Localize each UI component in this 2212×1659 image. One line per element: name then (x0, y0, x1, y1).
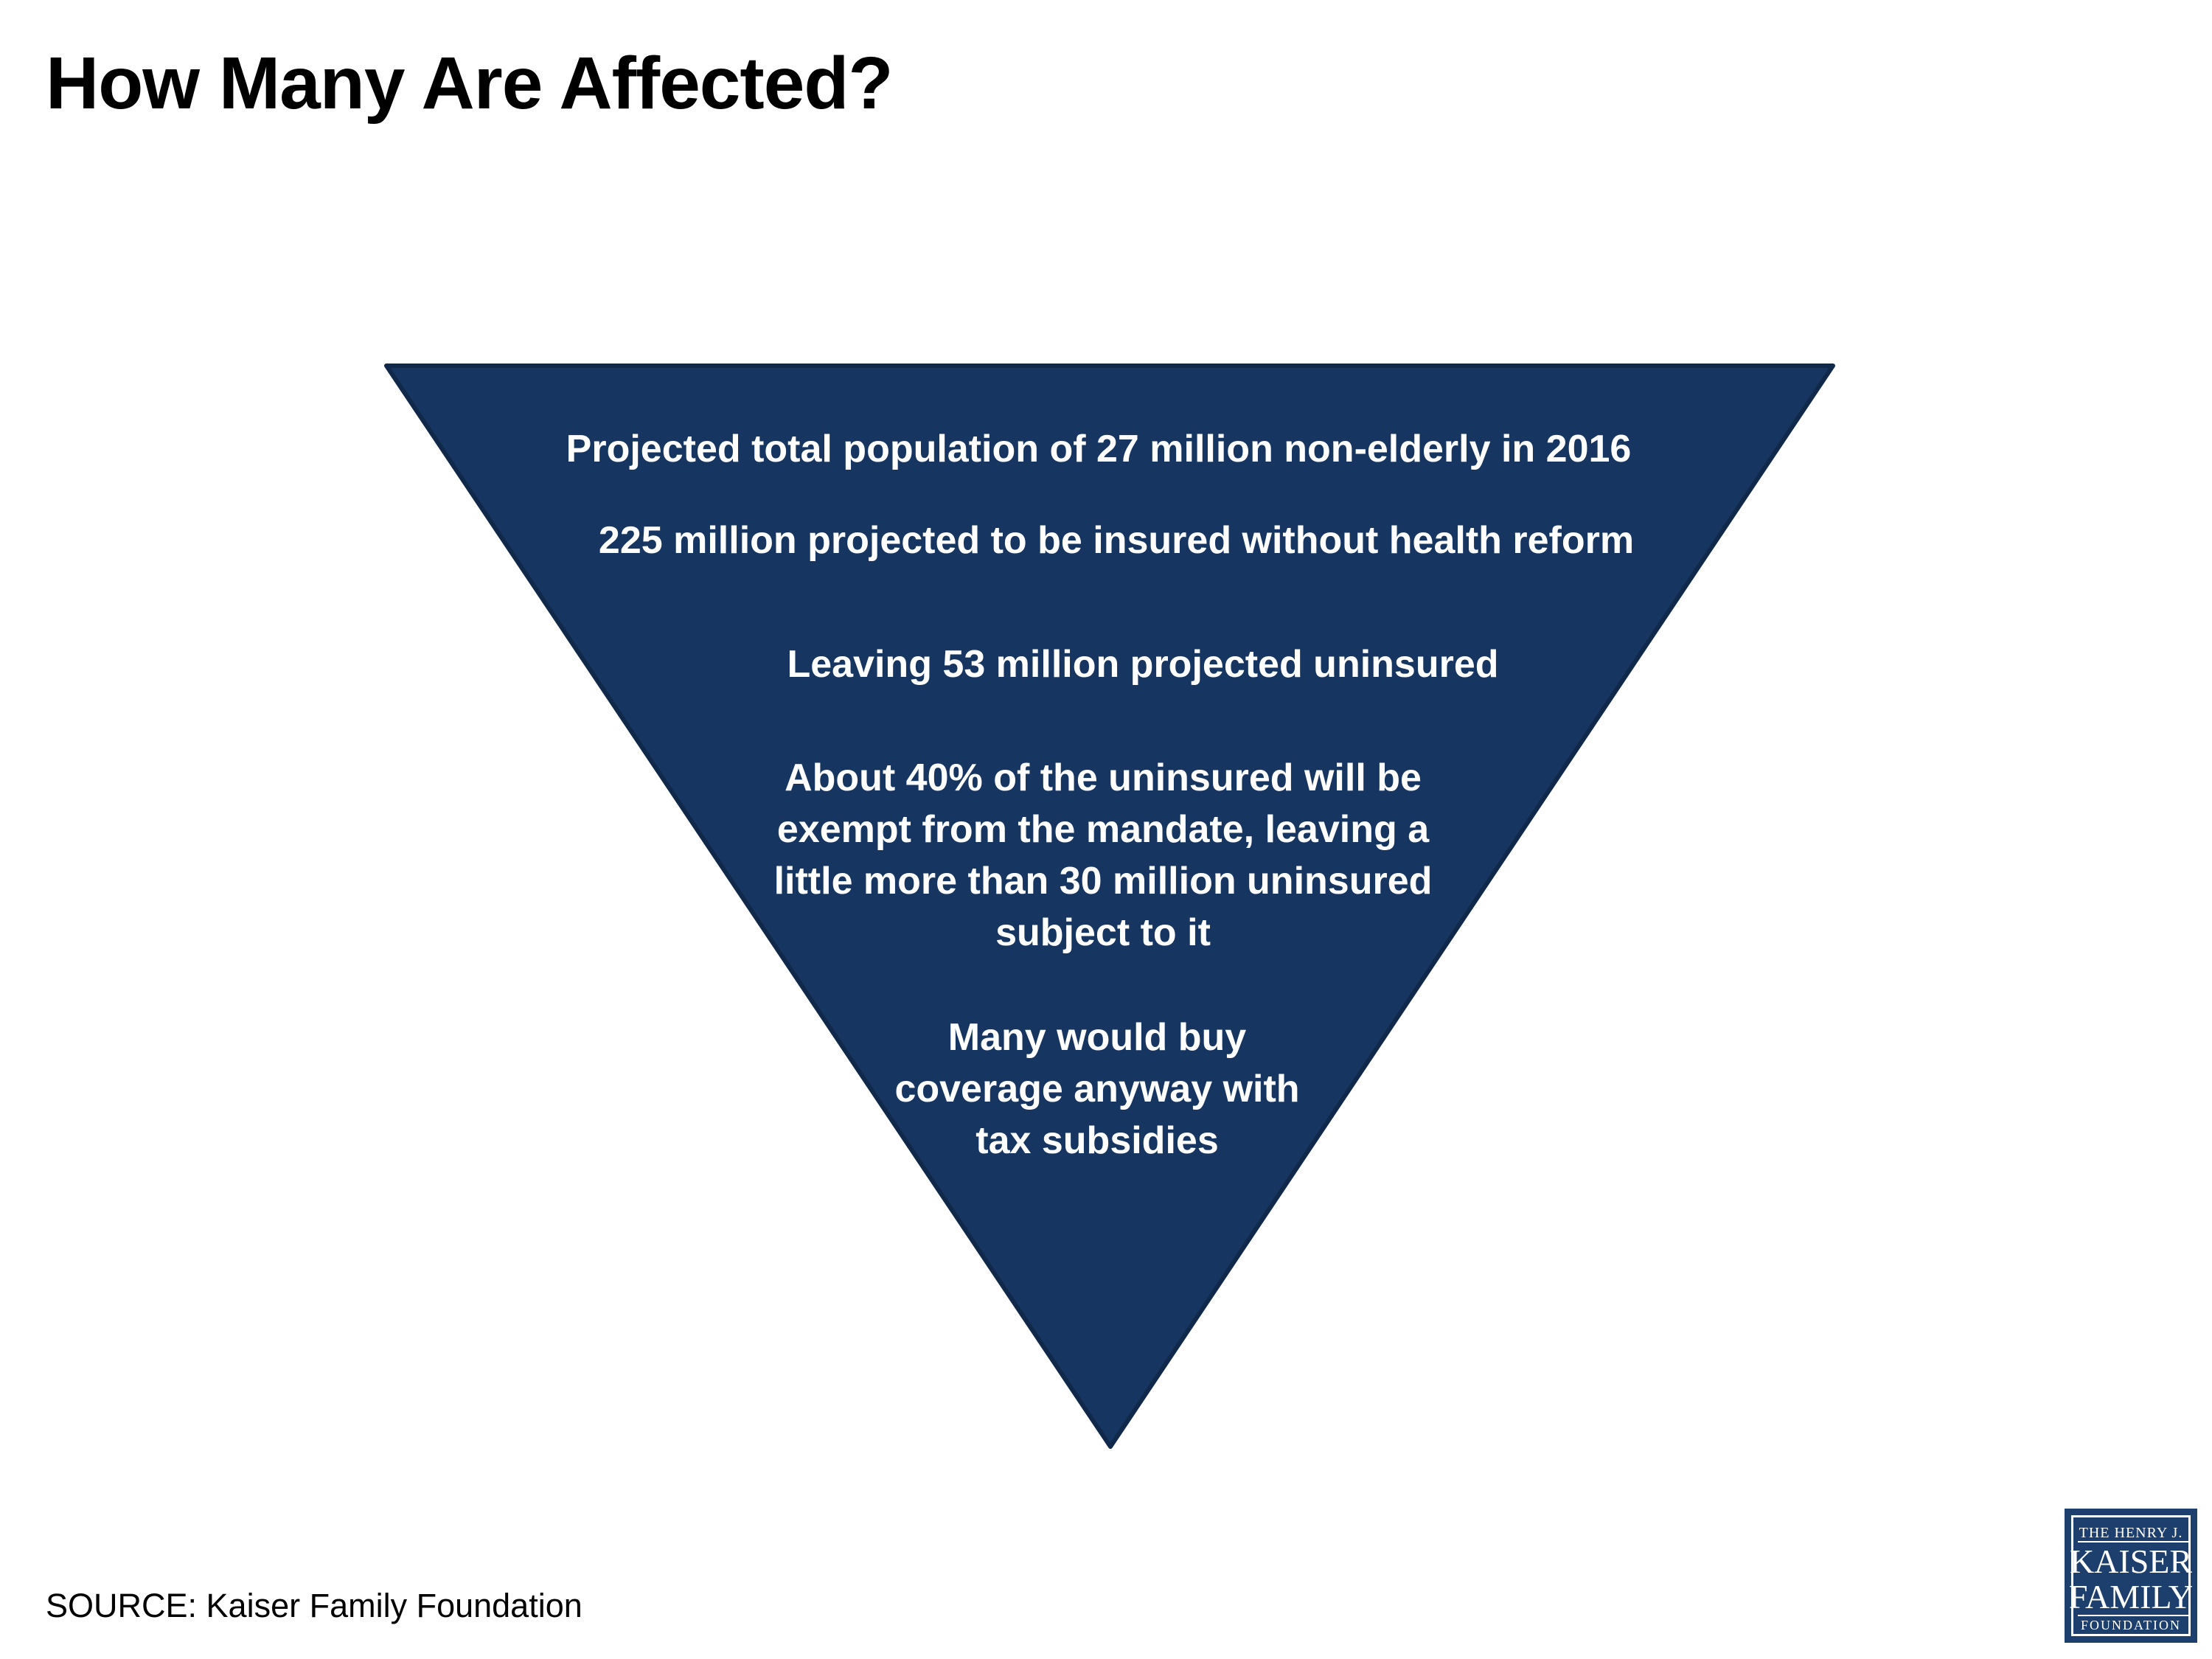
funnel-level-2-text: 225 million projected to be insured with… (598, 519, 1635, 562)
funnel-triangle (384, 364, 1835, 1449)
logo-divider (2078, 1615, 2190, 1616)
funnel-level-4-line: little more than 30 million uninsured (773, 860, 1433, 902)
kaiser-family-foundation-logo: THE HENRY J. KAISER FAMILY FOUNDATION (2065, 1509, 2197, 1643)
funnel-level-3-text: Leaving 53 million projected uninsured (787, 643, 1499, 686)
logo-line: FAMILY (2068, 1578, 2194, 1615)
logo-line: THE HENRY J. (2079, 1525, 2183, 1541)
funnel-level-5-line: tax subsidies (975, 1119, 1219, 1162)
logo-line: KAISER (2069, 1543, 2193, 1580)
funnel-level-1-text: Projected total population of 27 million… (566, 428, 1632, 470)
funnel-level-5-line: Many would buy (947, 1016, 1247, 1059)
page-title: How Many Are Affected? (46, 42, 894, 125)
funnel-level-4-line: About 40% of the uninsured will be (785, 757, 1422, 799)
funnel-level-5-text: Many would buy coverage anyway with tax … (0, 1012, 2203, 1166)
source-note: SOURCE: Kaiser Family Foundation (46, 1587, 582, 1624)
funnel-level-5-line: coverage anyway with (894, 1068, 1300, 1110)
logo-divider (2078, 1541, 2190, 1543)
funnel-level-4-line: subject to it (995, 911, 1211, 954)
funnel-level-4-line: exempt from the mandate, leaving a (776, 808, 1430, 851)
logo-line: FOUNDATION (2081, 1618, 2181, 1632)
funnel-level-4-text: About 40% of the uninsured will be exemp… (0, 752, 2206, 959)
